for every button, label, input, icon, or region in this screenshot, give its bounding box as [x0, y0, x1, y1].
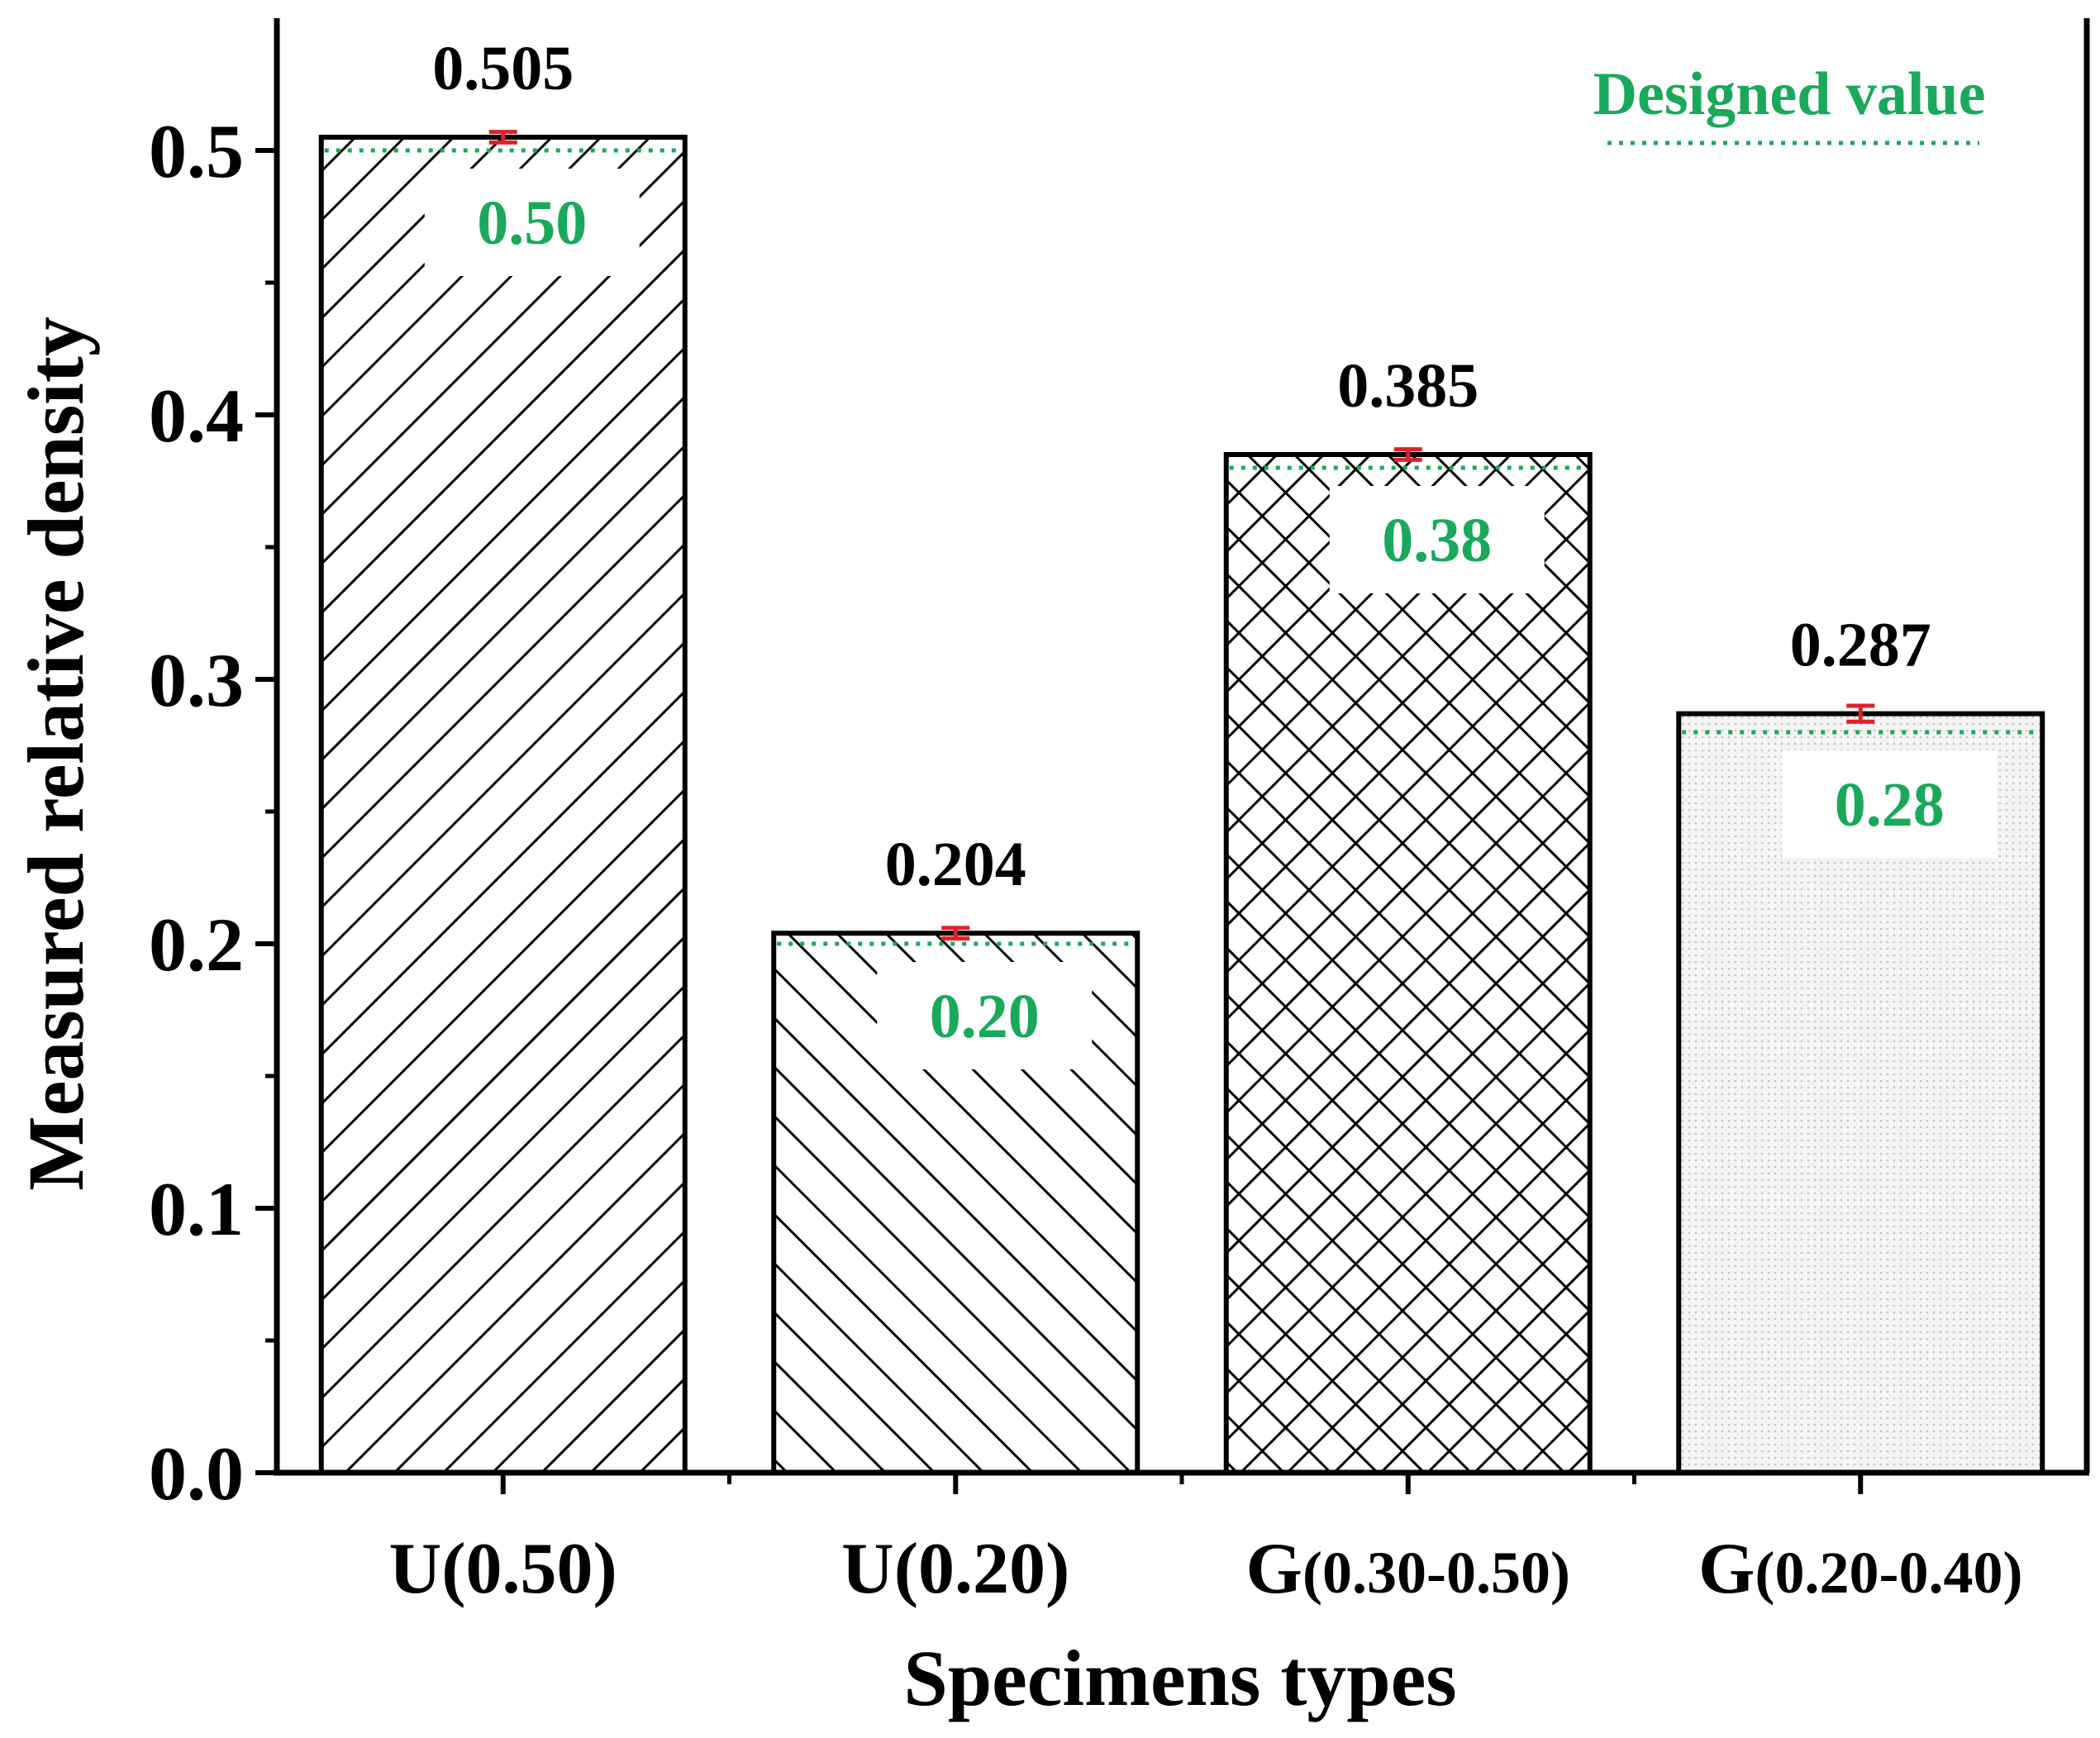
x-axis-title: Specimens types — [903, 1634, 1456, 1722]
designed-value-label: 0.38 — [1382, 506, 1492, 575]
y-tick-label: 0.4 — [149, 374, 244, 458]
designed-label-box — [1329, 486, 1545, 593]
category-suffix: (0.20-0.40) — [1755, 1540, 2023, 1606]
category-label: G(0.20-0.40) — [1698, 1529, 2022, 1609]
bar — [1223, 452, 1593, 1475]
designed-value-label: 0.28 — [1835, 770, 1945, 840]
category-prefix: U — [841, 1529, 894, 1609]
value-label: 0.385 — [1337, 351, 1479, 421]
y-ticks-layer: 0.0 0.1 0.2 0.3 0.4 0.5 — [149, 109, 277, 1516]
category-suffix: (0.20) — [894, 1529, 1070, 1609]
category-prefix: G — [1698, 1529, 1755, 1609]
y-tick-label: 0.2 — [149, 902, 244, 987]
x-ticks-layer: U(0.50) U(0.20) G(0.30-0.50) G(0.20-0.40) — [389, 1473, 2022, 1609]
category-label: U(0.20) — [841, 1529, 1069, 1609]
designed-value-label: 0.20 — [930, 982, 1040, 1051]
designed-layer: 0.50 0.20 0.38 0.28 — [324, 148, 2040, 1069]
category-prefix: U — [389, 1529, 442, 1609]
value-label: 0.287 — [1790, 611, 1931, 680]
category-suffix: (0.50) — [441, 1529, 617, 1609]
value-label: 0.204 — [885, 830, 1026, 899]
category-prefix: G — [1246, 1529, 1302, 1609]
category-label: U(0.50) — [389, 1529, 617, 1609]
value-label: 0.505 — [432, 34, 574, 103]
designed-value-label: 0.50 — [477, 188, 587, 258]
designed-label-box — [424, 169, 640, 276]
y-tick-label: 0.0 — [149, 1431, 244, 1516]
y-tick-label: 0.5 — [149, 109, 244, 193]
legend-label: Designed value — [1593, 60, 1986, 128]
category-suffix: (0.30-0.50) — [1302, 1540, 1570, 1606]
designed-label-box — [877, 962, 1093, 1069]
value-labels-layer: 0.505 0.204 0.385 0.287 — [432, 34, 1931, 899]
y-tick-label: 0.1 — [149, 1167, 244, 1251]
designed-label-box — [1782, 750, 1998, 858]
legend: Designed value — [1593, 60, 1986, 145]
category-label: G(0.30-0.50) — [1246, 1529, 1570, 1609]
bar — [318, 135, 688, 1475]
y-axis-title: Measured relative density — [12, 317, 100, 1191]
y-tick-label: 0.3 — [149, 638, 244, 722]
error-bars-layer — [488, 130, 1875, 941]
